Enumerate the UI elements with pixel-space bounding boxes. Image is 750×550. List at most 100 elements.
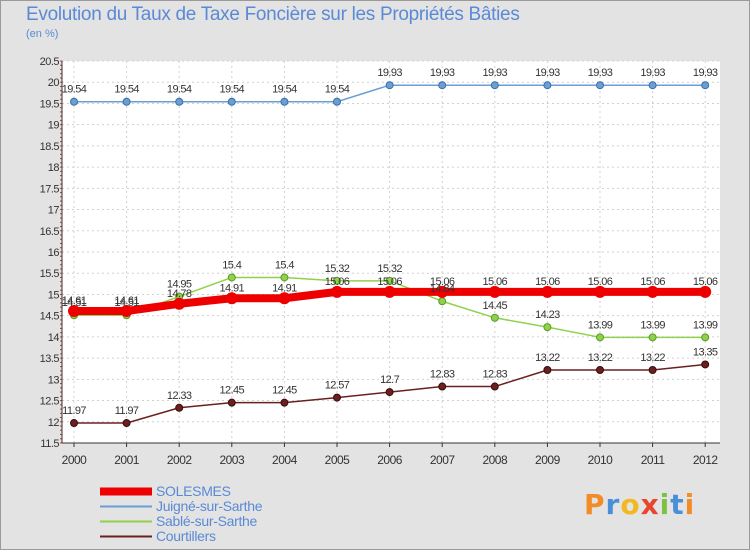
data-label: 14.95 [167, 279, 192, 291]
data-label: 15.06 [483, 276, 508, 288]
y-tick-label: 11.5 [40, 438, 59, 450]
data-point [701, 81, 710, 90]
x-tick-label: 2004 [272, 453, 298, 467]
y-tick-label: 14 [48, 332, 60, 344]
plot-area [62, 61, 720, 443]
data-label: 12.45 [220, 385, 245, 397]
data-label: 14.23 [535, 309, 560, 321]
logo-letter: r [605, 488, 621, 521]
y-tick-label: 15 [48, 289, 60, 301]
data-label: 12.57 [325, 380, 350, 392]
data-point [436, 285, 449, 298]
y-tick-label: 18.5 [40, 141, 60, 153]
data-point [490, 81, 499, 90]
data-label: 11.97 [115, 405, 139, 417]
logo-letter: P [584, 488, 606, 521]
data-label: 13.99 [640, 319, 665, 331]
data-point [490, 382, 499, 391]
data-point [227, 273, 236, 282]
data-point [173, 297, 186, 310]
data-label: 14.45 [483, 300, 508, 312]
data-label: 13.22 [640, 352, 665, 364]
data-label: 13.35 [693, 346, 718, 358]
x-tick-label: 2007 [430, 453, 456, 467]
data-label: 15.06 [325, 276, 350, 288]
data-label: 14.61 [62, 295, 87, 307]
y-tick-label: 12 [48, 417, 60, 429]
legend-swatch-solesmes [100, 487, 152, 496]
x-tick-label: 2006 [377, 453, 403, 467]
data-label: 19.54 [272, 84, 297, 96]
data-label: 12.7 [380, 374, 399, 386]
data-point [648, 365, 657, 374]
legend-swatch-sable [100, 520, 152, 523]
data-point [488, 285, 501, 298]
data-label: 13.99 [693, 319, 718, 331]
proxiti-logo: Proxiti [584, 488, 695, 521]
data-label: 12.45 [272, 385, 297, 397]
logo-letter: x [640, 488, 660, 521]
data-point [596, 81, 604, 90]
data-point [543, 323, 552, 332]
y-tick-label: 17 [48, 205, 60, 217]
legend-label-sable: Sablé-sur-Sarthe [156, 513, 258, 529]
x-tick-label: 2003 [219, 453, 245, 467]
data-point [227, 97, 236, 106]
logo-letter: i [684, 488, 696, 521]
data-point [70, 97, 78, 106]
data-point [701, 333, 710, 342]
data-label: 15.06 [377, 276, 402, 288]
x-tick-label: 2002 [167, 453, 193, 467]
y-tick-label: 18 [48, 162, 60, 174]
y-tick-label: 13 [48, 374, 60, 386]
data-point [175, 97, 184, 106]
y-tick-label: 14.5 [40, 311, 60, 323]
legend-item-juigne: Juigné-sur-Sarthe [100, 499, 262, 514]
legend-item-sable: Sablé-sur-Sarthe [100, 514, 262, 529]
x-tick-label: 2000 [62, 453, 88, 467]
y-tick-label: 15.5 [40, 268, 60, 280]
data-label: 14.78 [167, 288, 192, 300]
chart-subtitle: (en %) [26, 28, 59, 40]
data-label: 12.83 [430, 369, 455, 381]
data-label: 19.54 [167, 84, 192, 96]
data-label: 13.99 [588, 319, 613, 331]
x-tick-label: 2011 [641, 453, 666, 467]
data-point [333, 393, 341, 402]
data-point [596, 365, 604, 374]
data-label: 14.91 [272, 282, 297, 294]
data-point [596, 333, 604, 342]
data-label: 15.06 [640, 276, 665, 288]
data-point [438, 81, 447, 90]
data-point [278, 292, 291, 305]
data-point [594, 285, 606, 298]
data-label: 15.32 [377, 263, 402, 275]
data-point [701, 360, 710, 369]
x-tick-label: 2009 [535, 453, 561, 467]
legend-label-solesmes: SOLESMES [156, 483, 231, 499]
legend-label-courtillers: Courtillers [156, 528, 216, 544]
series-sabl-sur-sarthe [70, 273, 710, 342]
data-point [70, 419, 78, 428]
data-point [490, 313, 499, 322]
x-tick-label: 2012 [693, 453, 719, 467]
logo-letter: o [620, 488, 641, 521]
data-label: 19.93 [693, 67, 718, 79]
data-point [385, 388, 394, 397]
data-point [225, 292, 238, 305]
y-tick-label: 19 [48, 120, 60, 132]
data-label: 19.54 [220, 84, 245, 96]
data-label: 14.91 [220, 282, 245, 294]
y-tick-label: 19.5 [40, 98, 60, 110]
data-label: 13.22 [535, 352, 560, 364]
data-label: 19.93 [377, 67, 402, 79]
data-label: 15.06 [693, 276, 718, 288]
data-label: 15.4 [222, 259, 241, 271]
series-solesmes [68, 285, 712, 317]
x-tick-label: 2008 [482, 453, 508, 467]
y-tick-label: 20 [48, 77, 60, 89]
data-point [331, 285, 343, 298]
data-label: 19.54 [62, 84, 87, 96]
x-tick-label: 2005 [325, 453, 351, 467]
